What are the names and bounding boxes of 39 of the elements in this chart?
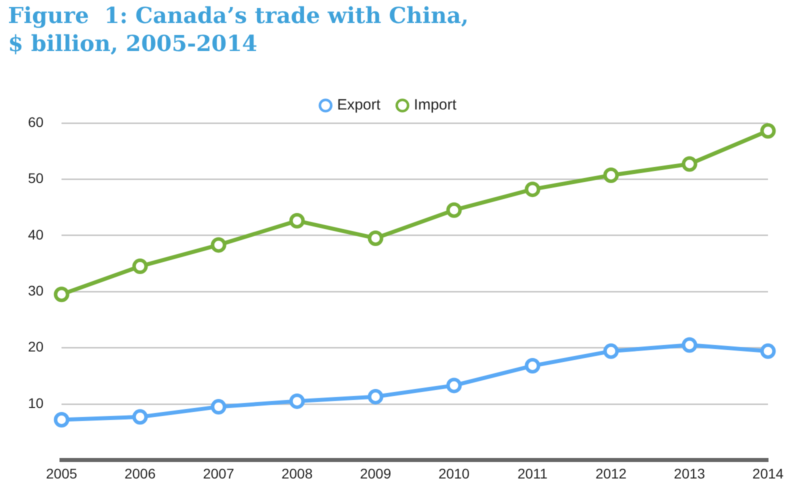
point	[760, 123, 776, 139]
point	[210, 237, 226, 253]
point	[289, 393, 305, 409]
point	[368, 230, 384, 246]
x-tick-label: 2007	[202, 465, 234, 482]
y-tick-label: 20	[28, 338, 44, 355]
point	[603, 168, 619, 184]
point	[54, 286, 70, 302]
x-tick-label: 2005	[46, 465, 78, 482]
y-tick-label: 30	[28, 282, 44, 298]
point	[289, 213, 305, 229]
x-tick-label: 2008	[281, 465, 313, 482]
y-tick-label: 40	[28, 226, 44, 242]
x-tick-label: 2014	[752, 465, 784, 482]
point	[368, 388, 384, 404]
point	[132, 258, 148, 274]
point	[603, 343, 619, 359]
legend-label: Import	[414, 96, 458, 114]
y-tick-label: 50	[28, 170, 44, 186]
point	[524, 358, 540, 374]
point	[210, 399, 226, 415]
x-tick-label: 2006	[124, 465, 156, 482]
legend-label: Export	[337, 96, 382, 114]
chart-title: Figure 1: Canada’s trade with China, $ billion, 2005-2014	[8, 2, 469, 58]
point	[132, 409, 148, 425]
x-tick-label: 2011	[517, 465, 548, 482]
y-tick-label: 60	[28, 114, 44, 130]
x-tick-label: 2012	[595, 465, 627, 482]
point	[446, 202, 462, 218]
point	[682, 337, 698, 353]
x-tick-label: 2009	[360, 465, 392, 482]
x-tick-label: 2013	[674, 465, 706, 482]
point	[760, 343, 776, 359]
point	[682, 156, 698, 172]
point	[446, 378, 462, 394]
point	[524, 182, 540, 198]
x-tick-label: 2010	[438, 465, 470, 482]
y-tick-label: 10	[28, 394, 44, 411]
point	[54, 412, 70, 428]
